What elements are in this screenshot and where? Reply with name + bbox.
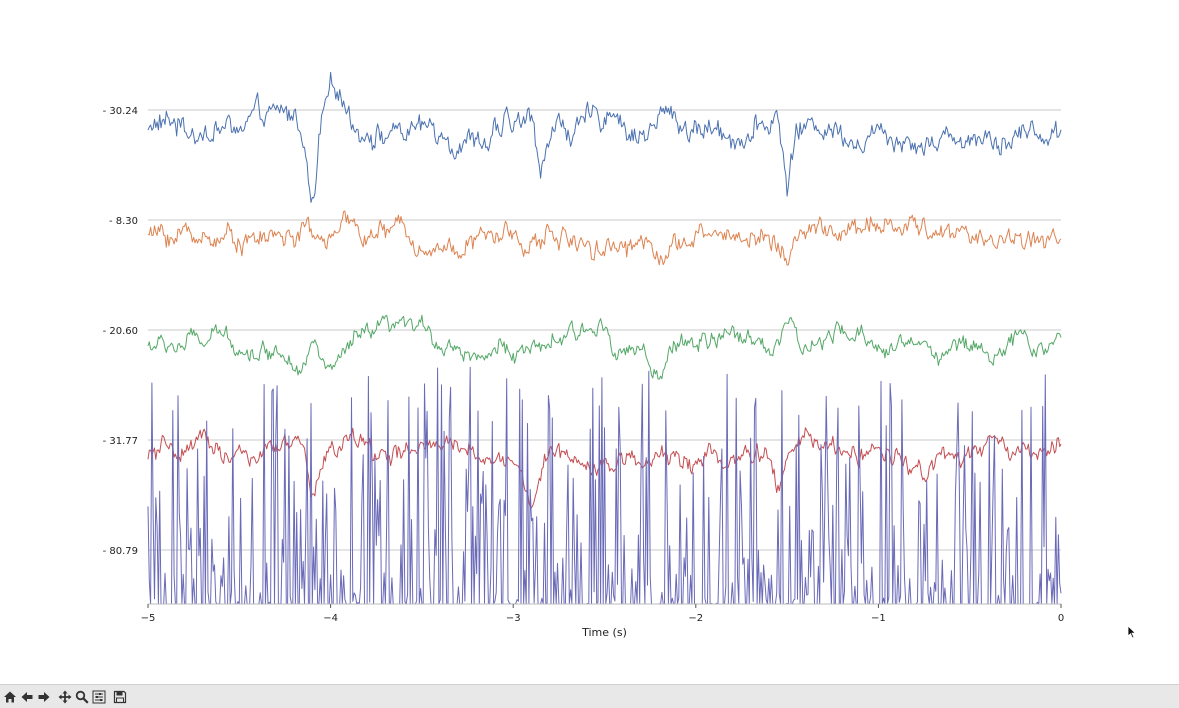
save-button[interactable] bbox=[112, 689, 128, 705]
x-tick-label-4: −1 bbox=[871, 613, 886, 624]
series-line-channel-2 bbox=[147, 210, 1062, 266]
forward-icon bbox=[38, 691, 50, 702]
navigation-toolbar bbox=[0, 684, 1179, 708]
series-line-channel-5 bbox=[147, 366, 1062, 605]
configure-button[interactable] bbox=[91, 689, 107, 705]
chart-svg: - 30.24- 8.30- 20.60- 31.77- 80.79 −5 −4−… bbox=[103, 71, 1064, 639]
channel-label-4: - 80.79 bbox=[103, 546, 138, 557]
zoom-icon bbox=[75, 690, 89, 704]
plot-area: - 30.24- 8.30- 20.60- 31.77- 80.79 −5 −4−… bbox=[103, 71, 1064, 639]
series-line-channel-3 bbox=[147, 314, 1062, 380]
forward-button[interactable] bbox=[36, 689, 52, 705]
x-tick-label-2: −3 bbox=[506, 613, 521, 624]
home-icon bbox=[4, 691, 16, 702]
home-button[interactable] bbox=[2, 689, 18, 705]
channel-label-3: - 31.77 bbox=[103, 436, 138, 447]
channel-label-0: - 30.24 bbox=[103, 106, 138, 117]
zoom-button[interactable] bbox=[74, 689, 90, 705]
channel-label-2: - 20.60 bbox=[103, 326, 138, 337]
configure-icon bbox=[92, 690, 106, 703]
channel-labels: - 30.24 - 8.30 - 20.60 - 31.77 - 80.79 bbox=[103, 106, 138, 557]
x-tick-labels: −5 −4 −3 −2 −1 0 bbox=[141, 604, 1064, 624]
series-layer bbox=[147, 71, 1062, 605]
channel-label-1: - 8.30 bbox=[109, 216, 138, 227]
x-tick-label-3: −2 bbox=[688, 613, 703, 624]
pan-button[interactable] bbox=[57, 689, 73, 705]
pan-icon bbox=[58, 690, 72, 703]
save-icon bbox=[113, 690, 127, 703]
x-tick-label-1: −4 bbox=[323, 613, 338, 624]
x-tick-label-0: −5 bbox=[141, 613, 156, 624]
back-icon bbox=[21, 691, 33, 702]
mouse-cursor bbox=[1127, 625, 1137, 639]
back-button[interactable] bbox=[19, 689, 35, 705]
series-line-channel-1 bbox=[147, 71, 1062, 203]
x-axis-label: Time (s) bbox=[581, 626, 627, 639]
x-tick-label-5: 0 bbox=[1058, 613, 1064, 624]
